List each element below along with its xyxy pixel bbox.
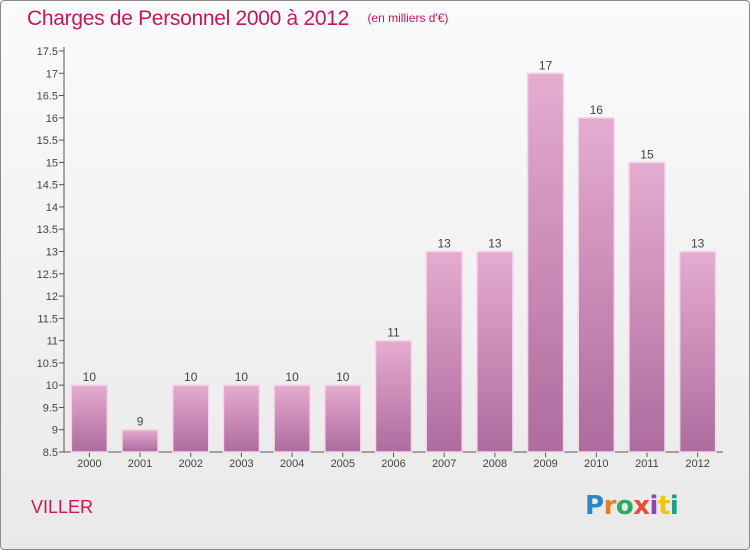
bars-group xyxy=(70,72,717,453)
y-tick-label: 15 xyxy=(46,157,58,169)
data-label: 15 xyxy=(640,147,654,161)
y-tick-label: 16.5 xyxy=(37,91,58,103)
bar-2004 xyxy=(273,384,311,453)
y-tick-label: 16 xyxy=(46,113,58,125)
data-label: 13 xyxy=(488,237,502,251)
x-tick-label: 2001 xyxy=(128,458,152,470)
data-label: 13 xyxy=(438,237,452,251)
bar-2000 xyxy=(70,384,109,453)
logo-letter: i xyxy=(649,491,659,521)
logo-letter: i xyxy=(669,491,679,521)
bar-2010 xyxy=(577,117,616,453)
y-tick-label: 10.5 xyxy=(37,358,58,370)
data-labels-group: 10 9 10 10 10 10 11 13 13 17 16 15 13 xyxy=(83,58,705,428)
logo-letter: P xyxy=(585,491,604,521)
y-tick-label: 14 xyxy=(46,202,58,214)
y-tick-label: 9 xyxy=(52,425,58,437)
chart-title: Charges de Personnel 2000 à 2012 xyxy=(27,7,349,30)
y-tick-label: 9.5 xyxy=(43,402,58,414)
y-tick-label: 8.5 xyxy=(43,447,58,459)
y-tick-label: 17.5 xyxy=(37,46,58,58)
data-label: 10 xyxy=(83,370,97,384)
y-tick-label: 13 xyxy=(46,247,58,259)
x-tick-label: 2002 xyxy=(178,458,202,470)
data-label: 11 xyxy=(387,326,400,340)
y-axis: 8.5 9 9.5 10 10.5 11 11.5 12 12.5 13 13.5 14 14.5 15 1… xyxy=(37,46,65,459)
x-tick-label: 2009 xyxy=(533,458,557,470)
bar-2005 xyxy=(324,384,362,453)
logo-letter: t xyxy=(657,491,670,521)
y-tick-label: 11.5 xyxy=(37,313,58,325)
logo-letter: x xyxy=(633,491,650,521)
bar-2006 xyxy=(374,339,413,453)
x-axis: 2000 2001 2002 2003 2004 2005 2006 2007 2008 2009… xyxy=(64,451,723,470)
x-tick-label: 2003 xyxy=(229,458,253,470)
bar-2007 xyxy=(425,250,463,453)
y-tick-label: 14.5 xyxy=(37,180,58,192)
data-label: 9 xyxy=(137,415,144,429)
bar-2009 xyxy=(526,72,565,453)
x-tick-label: 2008 xyxy=(483,458,507,470)
y-tick-label: 12 xyxy=(46,291,58,303)
bar-2011 xyxy=(628,161,666,453)
proxiti-logo[interactable]: Proxiti xyxy=(585,491,679,521)
y-tick-label: 15.5 xyxy=(37,135,58,147)
x-tick-label: 2007 xyxy=(432,458,456,470)
logo-letter: r xyxy=(603,491,617,521)
bar-2003 xyxy=(222,384,261,453)
x-tick-label: 2005 xyxy=(331,458,355,470)
data-label: 16 xyxy=(590,103,604,117)
logo-letter: o xyxy=(615,491,634,521)
x-tick-label: 2012 xyxy=(685,458,709,470)
x-tick-label: 2010 xyxy=(584,458,608,470)
chart-subtitle: (en milliers d'€) xyxy=(367,11,449,25)
x-tick-label: 2004 xyxy=(280,458,304,470)
bar-2001 xyxy=(121,428,159,453)
title-row: Charges de Personnel 2000 à 2012 (en mil… xyxy=(27,7,448,31)
y-tick-label: 17 xyxy=(46,68,58,80)
commune-name: VILLER xyxy=(31,497,94,517)
x-tick-label: 2011 xyxy=(635,458,659,470)
bar-2012 xyxy=(678,250,717,453)
data-label: 10 xyxy=(336,370,350,384)
bar-2008 xyxy=(476,250,514,453)
y-tick-label: 11 xyxy=(47,336,58,348)
x-tick-label: 2000 xyxy=(77,458,101,470)
data-label: 10 xyxy=(285,370,299,384)
data-label: 10 xyxy=(184,370,198,384)
y-tick-label: 10 xyxy=(46,380,58,392)
data-label: 10 xyxy=(235,370,249,384)
data-label: 17 xyxy=(539,58,553,72)
x-tick-label: 2006 xyxy=(381,458,405,470)
data-label: 13 xyxy=(691,237,705,251)
bar-2002 xyxy=(171,384,210,453)
y-tick-label: 13.5 xyxy=(37,224,58,236)
y-tick-label: 12.5 xyxy=(37,269,58,281)
